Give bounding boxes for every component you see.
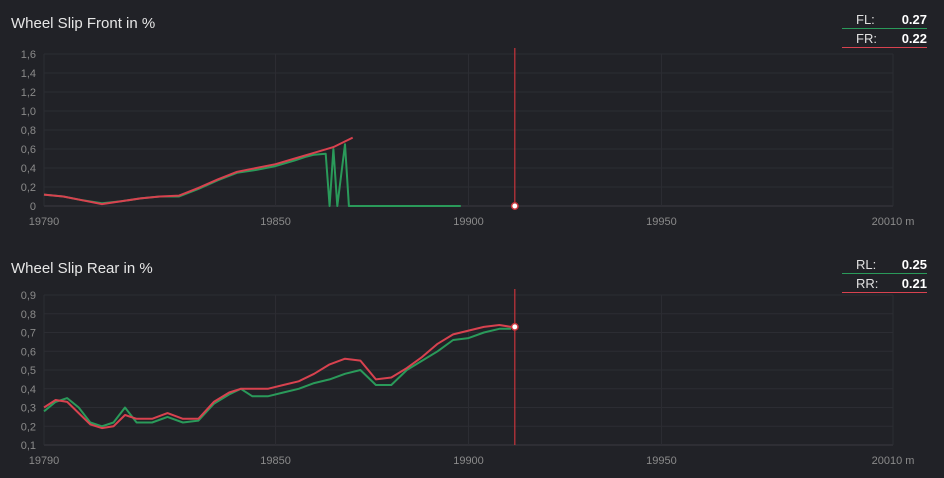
front-chart-title: Wheel Slip Front in % xyxy=(11,15,156,32)
rear-y-tick-8: 0,9 xyxy=(21,290,36,302)
front-y-tick-3: 0,6 xyxy=(21,144,36,156)
front-x-tick-3: 19950 xyxy=(646,216,677,228)
legend-fr-value: 0.22 xyxy=(901,30,927,46)
legend-rl: RL: 0.25 xyxy=(842,255,927,274)
front-y-tick-5: 1,0 xyxy=(21,106,36,118)
legend-fl: FL: 0.27 xyxy=(842,10,927,29)
rear-series-red xyxy=(43,324,512,430)
front-x-tick-0: 19790 xyxy=(29,216,60,228)
front-series-green xyxy=(43,143,461,207)
rear-y-tick-3: 0,4 xyxy=(21,384,36,396)
front-y-tick-6: 1,2 xyxy=(21,87,36,99)
front-y-tick-7: 1,4 xyxy=(21,68,36,80)
rear-y-tick-2: 0,3 xyxy=(21,403,36,415)
front-x-tick-2: 19900 xyxy=(453,216,484,228)
legend-rr-label: RR: xyxy=(856,275,879,291)
rear-slip-chart[interactable]: 0,1 0,2 0,3 0,4 0,5 0,6 0,7 0,8 0,9 19790 19850 199… xyxy=(0,245,944,478)
rear-x-tick-0: 19790 xyxy=(29,455,60,467)
rear-cursor-marker xyxy=(510,322,519,331)
rear-y-tick-7: 0,8 xyxy=(21,309,36,321)
front-slip-panel: 0 0,2 0,4 0,6 0,8 1,0 1,2 1,4 1,6 19790 19850 19900… xyxy=(0,0,944,240)
rear-x-tick-2: 19900 xyxy=(453,455,484,467)
legend-rr-value: 0.21 xyxy=(901,275,927,291)
legend-rl-value: 0.25 xyxy=(901,256,927,272)
front-series-red xyxy=(43,136,354,206)
rear-slip-panel: 0,1 0,2 0,3 0,4 0,5 0,6 0,7 0,8 0,9 19790 19850 199… xyxy=(0,245,944,478)
front-x-tick-1: 19850 xyxy=(260,216,291,228)
front-y-tick-8: 1,6 xyxy=(21,49,36,61)
legend-fr: FR: 0.22 xyxy=(842,29,927,48)
rear-y-tick-1: 0,2 xyxy=(21,421,36,433)
rear-y-tick-4: 0,5 xyxy=(21,365,36,377)
front-slip-chart[interactable]: 0 0,2 0,4 0,6 0,8 1,0 1,2 1,4 1,6 19790 19850 19900… xyxy=(0,0,944,240)
rear-x-tick-3: 19950 xyxy=(646,455,677,467)
legend-rr: RR: 0.21 xyxy=(842,274,927,293)
front-y-tick-1: 0,2 xyxy=(21,182,36,194)
legend-rl-label: RL: xyxy=(856,256,877,272)
legend-fl-value: 0.27 xyxy=(901,11,927,27)
rear-chart-title: Wheel Slip Rear in % xyxy=(11,260,153,277)
front-y-tick-2: 0,4 xyxy=(21,163,36,175)
rear-x-tick-4: 20010 m xyxy=(872,455,915,467)
front-y-tick-4: 0,8 xyxy=(21,125,36,137)
legend-fl-label: FL: xyxy=(856,11,875,27)
legend-fr-label: FR: xyxy=(856,30,877,46)
rear-legend: RL: 0.25 RR: 0.21 xyxy=(842,255,927,293)
front-legend: FL: 0.27 FR: 0.22 xyxy=(842,10,927,48)
front-x-tick-4: 20010 m xyxy=(872,216,915,228)
rear-y-tick-6: 0,7 xyxy=(21,328,36,340)
rear-y-tick-0: 0,1 xyxy=(21,440,36,452)
front-y-tick-0: 0 xyxy=(30,201,36,213)
front-cursor-marker xyxy=(510,202,519,210)
rear-x-tick-1: 19850 xyxy=(260,455,291,467)
rear-y-tick-5: 0,6 xyxy=(21,346,36,358)
rear-series-green xyxy=(43,327,511,428)
